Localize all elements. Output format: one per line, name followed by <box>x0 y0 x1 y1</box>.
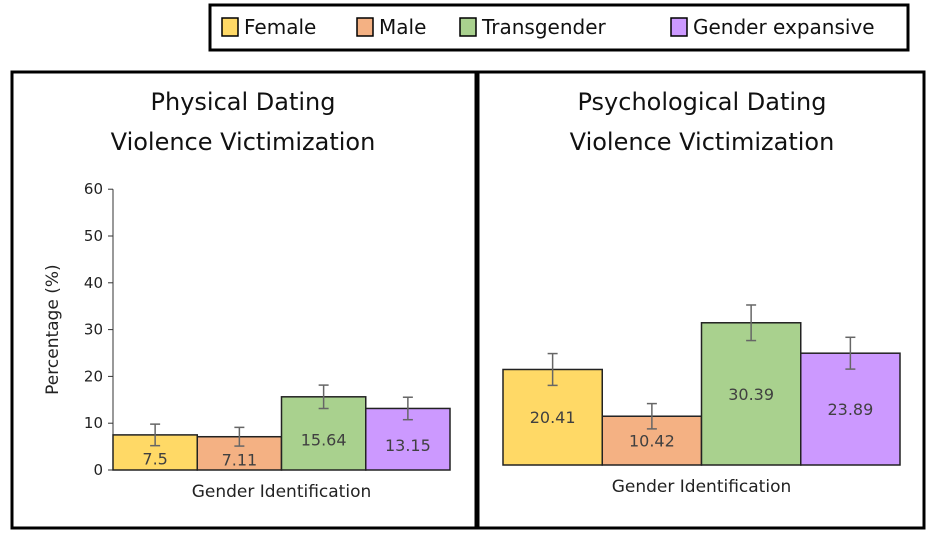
chart-title: Violence Victimization <box>111 128 376 156</box>
y-axis-label: Percentage (%) <box>43 264 63 394</box>
legend-box <box>208 3 910 52</box>
data-label: 7.11 <box>222 450 258 469</box>
chart-title: Psychological Dating <box>577 88 826 116</box>
legend-item: Transgender <box>459 15 607 39</box>
y-tick-label: 20 <box>84 367 103 385</box>
data-label: 13.15 <box>385 436 431 455</box>
legend-item: Gender expansive <box>670 15 875 39</box>
bar <box>700 322 802 466</box>
panel-border <box>476 70 926 530</box>
legend-item: Female <box>221 15 316 39</box>
legend-swatch <box>221 17 239 37</box>
chart-title: Physical Dating <box>151 88 336 116</box>
data-label: 7.5 <box>142 449 167 468</box>
data-label: 30.39 <box>728 385 774 404</box>
legend-swatch <box>459 17 477 37</box>
legend-label: Female <box>244 15 316 39</box>
y-tick-label: 60 <box>84 180 103 198</box>
data-label: 10.42 <box>629 432 675 451</box>
legend-label: Gender expansive <box>693 15 875 39</box>
data-label: 23.89 <box>827 400 873 419</box>
chart-panel: Psychological Dating Violence Victimizati… <box>476 70 926 530</box>
y-tick-label: 10 <box>84 414 103 432</box>
y-tick-label: 40 <box>84 274 103 292</box>
legend-swatch <box>670 17 688 37</box>
x-axis-label: Gender Identification <box>192 482 372 502</box>
legend-label: Male <box>379 15 426 39</box>
y-tick-label: 0 <box>93 461 103 479</box>
y-tick-label: 50 <box>84 227 103 245</box>
legend-swatch <box>356 17 374 37</box>
chart-panel: Physical Dating Violence Victimization 0 10… <box>10 70 478 530</box>
legend-label: Transgender <box>481 15 607 39</box>
data-label: 15.64 <box>301 430 347 449</box>
legend-item: Male <box>356 15 426 39</box>
y-tick-label: 30 <box>84 321 103 339</box>
x-axis-label: Gender Identification <box>612 477 792 497</box>
legend: Female Male Transgender Gender expansive <box>208 3 910 52</box>
data-label: 20.41 <box>530 408 576 427</box>
chart-title: Violence Victimization <box>570 128 835 156</box>
panel-border <box>10 70 478 530</box>
